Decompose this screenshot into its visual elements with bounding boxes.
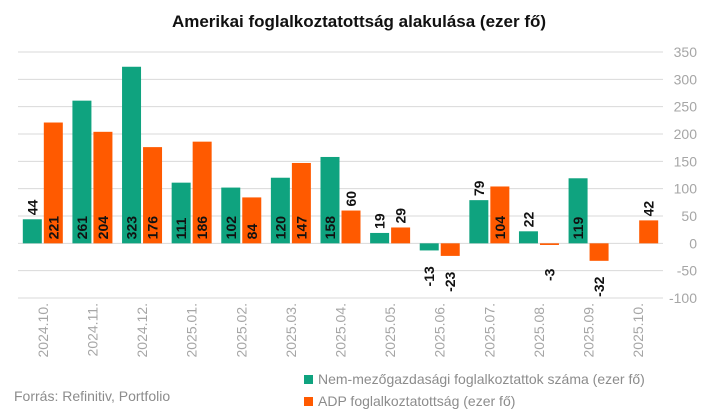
data-label: 102: [223, 216, 239, 240]
y-tick-label: 200: [674, 126, 698, 142]
legend-label: ADP foglalkoztatottság (ezer fő): [318, 393, 515, 409]
x-tick-label: 2025.09.: [581, 303, 597, 358]
source-note: Forrás: Refinitiv, Portfolio: [14, 388, 170, 404]
data-label: 147: [293, 216, 309, 240]
data-label: -32: [591, 276, 607, 296]
bar-series-1: [568, 178, 588, 244]
x-tick-label: 2025.05.: [382, 303, 398, 358]
bar-series-2: [391, 227, 411, 244]
data-label: -23: [442, 271, 458, 291]
data-label: 42: [641, 201, 657, 217]
data-label: 22: [520, 212, 536, 228]
x-axis: 2024.10. 2024.11. 2024.12. 2025.01. 2025.02.…: [35, 303, 646, 358]
data-label: 104: [492, 216, 508, 240]
data-label: 60: [343, 191, 359, 207]
bar-series-1: [221, 187, 241, 244]
data-label: -3: [541, 268, 557, 281]
x-tick-label: 2025.01.: [184, 303, 200, 358]
bar-series-1: [171, 182, 191, 244]
x-tick-label: 2025.03.: [283, 303, 299, 358]
bar-series-1: [22, 219, 42, 244]
x-tick-label: 2024.10.: [35, 303, 51, 358]
data-label: 158: [322, 216, 338, 240]
y-tick-label: 50: [681, 208, 697, 224]
bar-series-2: [539, 243, 559, 245]
bars: [22, 66, 659, 261]
data-label: 79: [471, 180, 487, 196]
y-tick-label: -100: [669, 290, 697, 306]
x-tick-label: 2024.12.: [134, 303, 150, 358]
data-label: 204: [95, 216, 111, 240]
data-label: 176: [145, 216, 161, 240]
bar-series-2: [43, 122, 63, 244]
data-label: 221: [45, 216, 61, 240]
y-tick-label: 100: [674, 181, 698, 197]
data-label: 261: [74, 216, 90, 240]
legend-swatch: [304, 375, 313, 384]
x-tick-label: 2025.10.: [630, 303, 646, 358]
data-label: 186: [194, 216, 210, 240]
chart-title: Amerikai foglalkoztatottság alakulása (e…: [172, 12, 546, 31]
bar-series-2: [440, 243, 460, 256]
y-tick-label: 150: [674, 153, 698, 169]
bar-series-2: [93, 131, 113, 244]
bar-series-2: [143, 147, 163, 244]
x-tick-label: 2025.02.: [233, 303, 249, 358]
data-label: -13: [421, 266, 437, 286]
bar-series-1: [518, 231, 538, 244]
bar-series-2: [639, 220, 659, 244]
y-tick-label: 300: [674, 71, 698, 87]
legend: Nem-mezőgazdasági foglalkoztattok száma …: [304, 371, 645, 409]
data-label: 119: [570, 217, 586, 240]
data-label: 323: [124, 216, 140, 240]
bar-series-2: [589, 243, 609, 261]
bar-series-1: [270, 177, 290, 244]
legend-swatch: [304, 397, 313, 406]
legend-label: Nem-mezőgazdasági foglalkoztattok száma …: [318, 371, 645, 387]
x-tick-label: 2025.08.: [531, 303, 547, 358]
bar-series-1: [469, 200, 489, 244]
bar-series-2: [291, 162, 311, 244]
y-tick-label: 0: [689, 235, 697, 251]
x-tick-label: 2025.04.: [333, 303, 349, 358]
bar-series-1: [370, 232, 390, 244]
bar-series-2: [192, 141, 212, 244]
x-tick-label: 2024.11.: [84, 303, 100, 356]
y-tick-label: -50: [677, 263, 697, 279]
data-label: 19: [372, 213, 388, 229]
data-label: 120: [272, 216, 288, 240]
data-label: 84: [244, 224, 260, 240]
y-axis: -100 -50 0 50 100 150 200 250 300 350: [669, 44, 697, 306]
bar-series-1: [72, 100, 92, 244]
data-labels: 44 221 261 204 323 176 111 186 102 84 120 147 158 60 1…: [24, 180, 656, 296]
bar-series-2: [341, 210, 361, 244]
bar-series-1: [419, 243, 439, 251]
data-label: 29: [393, 208, 409, 224]
bar-series-2: [490, 186, 510, 244]
x-tick-label: 2025.06.: [432, 303, 448, 358]
x-tick-label: 2025.07.: [481, 303, 497, 358]
bar-series-1: [122, 66, 142, 244]
data-label: 111: [173, 217, 189, 239]
y-tick-label: 350: [674, 44, 698, 60]
bar-series-2: [242, 197, 262, 244]
gridlines: [18, 51, 663, 299]
y-tick-label: 250: [674, 99, 698, 115]
data-label: 44: [24, 199, 40, 215]
bar-series-1: [320, 156, 340, 244]
